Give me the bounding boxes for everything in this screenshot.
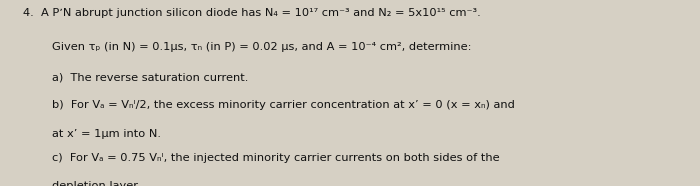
Text: c)  For Vₐ = 0.75 Vₙᴵ, the injected minority carrier currents on both sides of t: c) For Vₐ = 0.75 Vₙᴵ, the injected minor…	[52, 153, 500, 163]
Text: b)  For Vₐ = Vₙᴵ/2, the excess minority carrier concentration at x’ = 0 (x = xₙ): b) For Vₐ = Vₙᴵ/2, the excess minority c…	[52, 100, 515, 110]
Text: depletion layer.: depletion layer.	[52, 181, 141, 186]
Text: Given τₚ (in N) = 0.1μs, τₙ (in P) = 0.02 μs, and A = 10⁻⁴ cm², determine:: Given τₚ (in N) = 0.1μs, τₙ (in P) = 0.0…	[52, 42, 472, 52]
Text: at x’ = 1μm into N.: at x’ = 1μm into N.	[52, 129, 162, 139]
Text: 4.  A PʼN abrupt junction silicon diode has N₄ = 10¹⁷ cm⁻³ and N₂ = 5x10¹⁵ cm⁻³.: 4. A PʼN abrupt junction silicon diode h…	[23, 8, 481, 18]
Text: a)  The reverse saturation current.: a) The reverse saturation current.	[52, 73, 249, 83]
